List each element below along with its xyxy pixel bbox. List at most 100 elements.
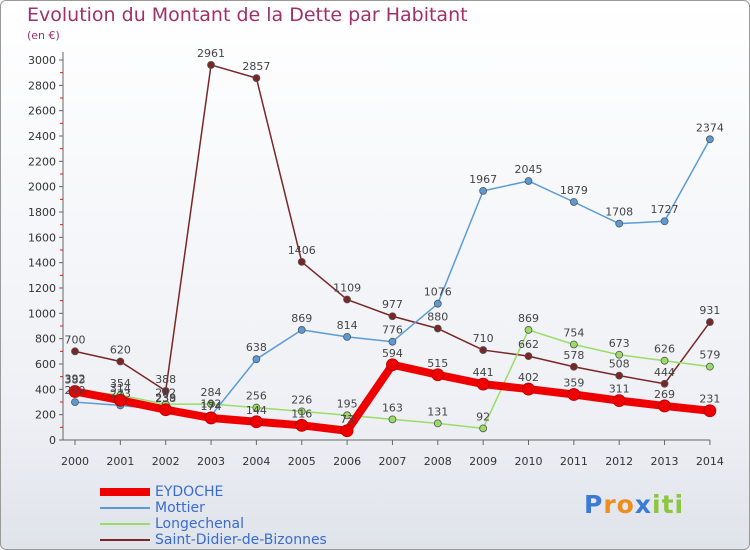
data-point-longechenal — [660, 356, 669, 365]
legend-swatch-mottier — [100, 507, 150, 509]
data-label-mottier: 2374 — [696, 121, 724, 134]
data-label-longechenal: 354 — [110, 377, 131, 390]
data-label-longechenal: 226 — [291, 393, 312, 406]
data-label-eydoche: 116 — [291, 407, 312, 420]
legend-label-saint-didier: Saint-Didier-de-Bizonnes — [155, 532, 327, 548]
logo-letter: i — [674, 490, 685, 519]
x-tick-label: 2006 — [333, 455, 361, 468]
x-tick-label: 2003 — [197, 455, 225, 468]
legend-label-eydoche: EYDOCHE — [155, 484, 224, 500]
data-label-eydoche: 174 — [201, 400, 222, 413]
data-label-saint-didier-de-bizonnes: 710 — [473, 332, 494, 345]
data-label-mottier: 238 — [155, 392, 176, 405]
data-label-eydoche: 402 — [518, 371, 539, 384]
x-tick-label: 2008 — [424, 455, 452, 468]
data-label-eydoche: 269 — [654, 388, 675, 401]
y-tick-label: 2600 — [28, 105, 56, 118]
data-point-eydoche — [113, 393, 127, 407]
data-label-saint-didier-de-bizonnes: 977 — [382, 298, 403, 311]
data-label-longechenal: 754 — [563, 326, 584, 339]
data-point-mottier — [479, 186, 488, 195]
data-point-eydoche — [204, 411, 218, 425]
logo-letter: r — [603, 490, 617, 519]
data-point-mottier — [615, 219, 624, 228]
data-point-saint-didier-de-bizonnes — [569, 362, 578, 371]
data-label-saint-didier-de-bizonnes: 880 — [427, 311, 448, 324]
data-label-saint-didier-de-bizonnes: 2857 — [242, 60, 270, 73]
data-point-mottier — [524, 177, 533, 185]
data-point-longechenal — [524, 326, 533, 334]
proxiti-logo: Proxiti — [584, 490, 684, 519]
x-tick-label: 2005 — [288, 455, 316, 468]
data-point-longechenal — [433, 419, 442, 428]
data-point-longechenal — [479, 424, 488, 433]
data-point-mottier — [388, 337, 397, 346]
data-point-saint-didier-de-bizonnes — [116, 357, 125, 366]
data-point-mottier — [71, 398, 79, 407]
y-tick-label: 200 — [35, 409, 56, 422]
data-point-eydoche — [476, 377, 490, 391]
data-point-eydoche — [612, 394, 626, 408]
y-tick-label: 1800 — [28, 206, 56, 219]
data-label-longechenal: 195 — [337, 397, 358, 410]
x-tick-label: 2001 — [106, 455, 134, 468]
y-tick-label: 2800 — [28, 79, 56, 92]
x-tick-label: 2002 — [152, 455, 180, 468]
y-tick-label: 800 — [35, 333, 56, 346]
data-label-longechenal: 131 — [427, 405, 448, 418]
data-label-saint-didier-de-bizonnes: 700 — [65, 333, 86, 346]
legend-swatch-saint-didier — [100, 539, 150, 541]
data-point-saint-didier-de-bizonnes — [706, 318, 714, 326]
data-label-saint-didier-de-bizonnes: 508 — [609, 358, 630, 371]
data-label-longechenal: 869 — [518, 312, 539, 325]
y-tick-label: 400 — [35, 383, 56, 396]
data-label-saint-didier-de-bizonnes: 620 — [110, 343, 131, 356]
data-point-saint-didier-de-bizonnes — [479, 346, 488, 354]
y-tick-label: 1400 — [28, 257, 56, 270]
data-point-longechenal — [569, 340, 578, 349]
data-label-mottier: 273 — [110, 387, 131, 400]
data-point-eydoche — [386, 358, 399, 372]
y-tick-label: 2200 — [28, 155, 56, 168]
y-tick-label: 2400 — [28, 130, 56, 143]
data-label-longechenal: 579 — [699, 349, 720, 362]
data-point-mottier — [660, 217, 669, 226]
data-label-saint-didier-de-bizonnes: 578 — [563, 349, 584, 362]
data-label-eydoche: 239 — [155, 392, 176, 405]
logo-letter: P — [584, 490, 604, 519]
chart-subtitle: (en €) — [27, 29, 60, 42]
data-label-mottier: 1076 — [424, 286, 452, 299]
data-label-mottier: 192 — [201, 398, 222, 411]
data-label-eydoche: 594 — [382, 347, 403, 360]
data-label-saint-didier-de-bizonnes: 931 — [699, 304, 720, 317]
data-label-eydoche: 359 — [563, 377, 584, 390]
legend-swatch-eydoche — [100, 488, 150, 496]
x-tick-label: 2004 — [242, 455, 270, 468]
data-point-longechenal — [388, 415, 397, 424]
data-point-saint-didier-de-bizonnes — [252, 74, 261, 83]
x-tick-label: 2011 — [560, 455, 588, 468]
data-label-saint-didier-de-bizonnes: 1406 — [288, 244, 316, 257]
data-label-mottier: 814 — [337, 319, 358, 332]
data-point-mottier — [297, 326, 306, 334]
data-label-saint-didier-de-bizonnes: 2961 — [197, 47, 225, 60]
data-point-mottier — [569, 198, 578, 206]
y-tick-label: 600 — [35, 358, 56, 371]
legend-swatch-longechenal — [100, 523, 150, 525]
data-label-longechenal: 256 — [246, 390, 267, 403]
data-label-mottier: 1708 — [605, 206, 633, 219]
data-point-saint-didier-de-bizonnes — [660, 379, 669, 388]
data-label-mottier: 776 — [382, 324, 403, 337]
data-point-longechenal — [297, 407, 306, 416]
data-point-mottier — [252, 355, 261, 364]
data-label-longechenal: 163 — [382, 401, 403, 414]
data-point-eydoche — [340, 424, 354, 438]
data-point-eydoche — [658, 399, 671, 413]
x-tick-label: 2000 — [61, 455, 89, 468]
data-label-mottier: 869 — [291, 312, 312, 325]
data-point-saint-didier-de-bizonnes — [207, 61, 215, 69]
data-point-saint-didier-de-bizonnes — [388, 312, 397, 321]
x-tick-label: 2007 — [378, 455, 406, 468]
data-point-longechenal — [343, 411, 352, 420]
